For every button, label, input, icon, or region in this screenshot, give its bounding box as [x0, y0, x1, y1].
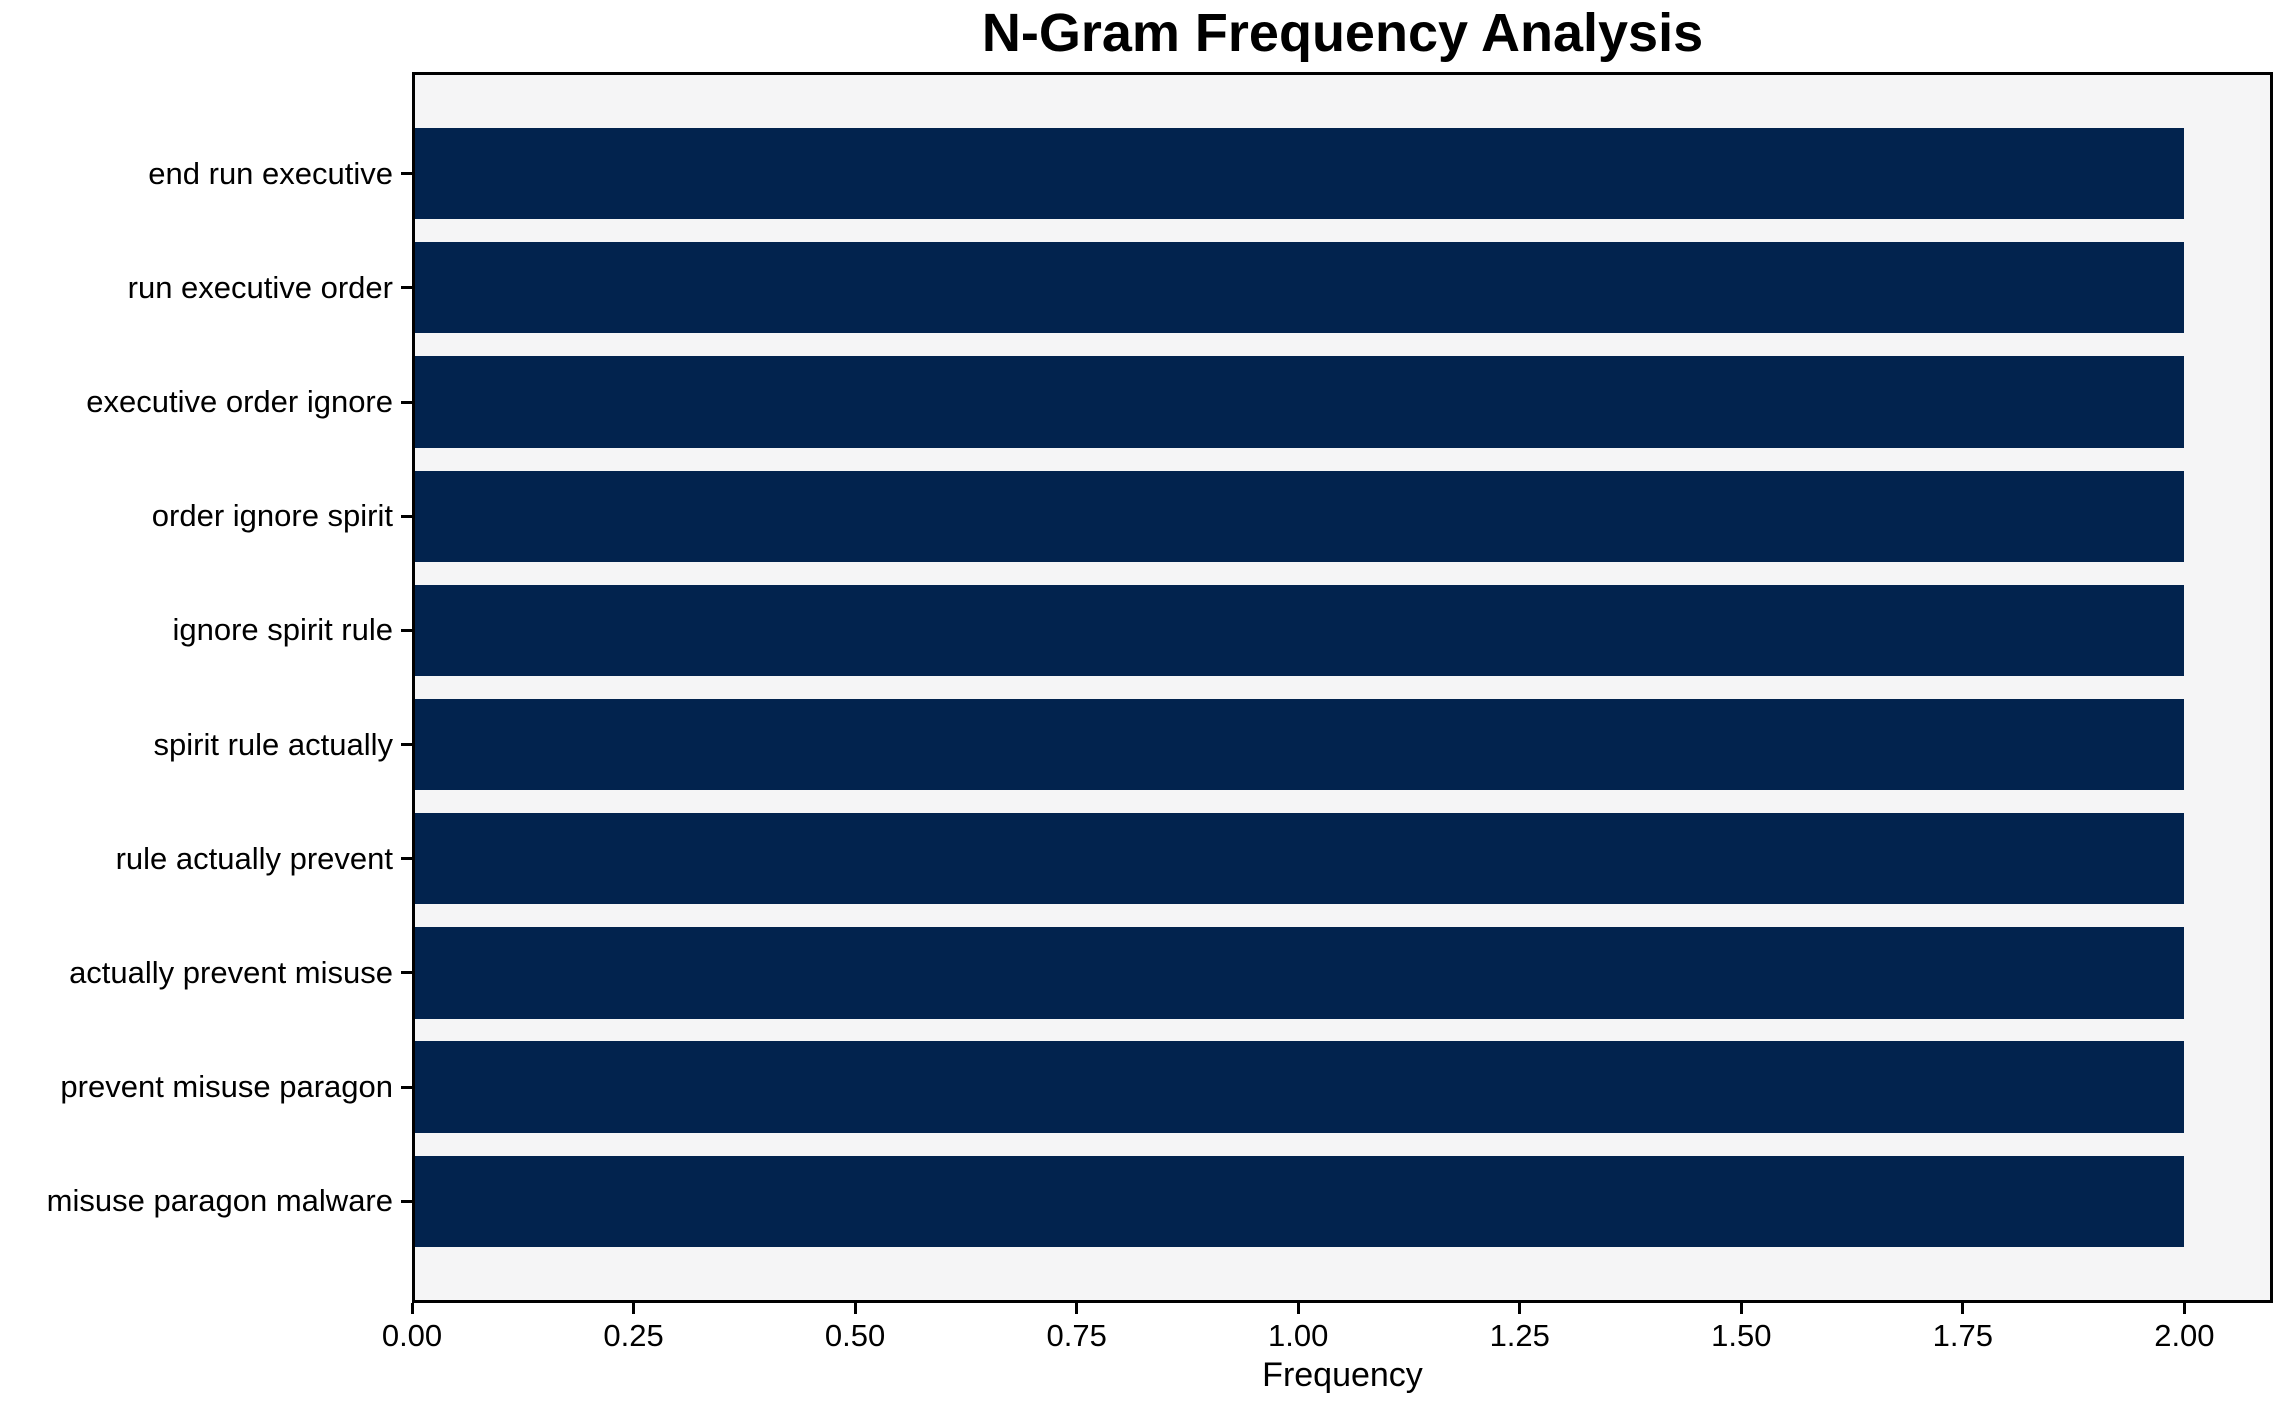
x-tick-mark: [2182, 1303, 2186, 1314]
x-tick-mark: [410, 1303, 414, 1314]
y-tick-mark: [401, 1199, 412, 1203]
x-tick-mark: [1296, 1303, 1300, 1314]
chart-title: N-Gram Frequency Analysis: [981, 3, 1704, 63]
chart-bar: [412, 356, 2185, 448]
y-tick-mark: [401, 286, 412, 290]
y-tick-label: ignore spirit rule: [172, 612, 393, 648]
x-tick-label: 1.50: [1711, 1318, 1772, 1353]
x-tick-label: 0.75: [1046, 1318, 1107, 1353]
x-axis-label: Frequency: [1262, 1356, 1423, 1394]
x-tick-label: 1.00: [1268, 1318, 1329, 1353]
x-tick-label: 0.25: [603, 1318, 664, 1353]
chart-bar: [412, 1155, 2185, 1248]
y-tick-mark: [401, 743, 412, 747]
x-tick-label: 0.00: [381, 1318, 443, 1353]
y-tick-label: order ignore spirit: [151, 498, 393, 534]
chart-bar: [412, 1041, 2185, 1133]
y-tick-label: prevent misuse paragon: [60, 1069, 393, 1105]
x-tick-mark: [1518, 1303, 1522, 1314]
chart-bar: [412, 584, 2185, 677]
y-tick-label: end run executive: [148, 155, 393, 191]
chart-bar: [412, 470, 2185, 562]
y-tick-mark: [401, 1085, 412, 1089]
x-tick-mark: [1961, 1303, 1965, 1314]
y-tick-label: run executive order: [127, 269, 393, 305]
chart-bar: [412, 813, 2185, 905]
y-tick-label: spirit rule actually: [153, 726, 393, 762]
x-tick-mark: [1739, 1303, 1743, 1314]
y-tick-mark: [401, 172, 412, 176]
y-tick-mark: [401, 400, 412, 404]
x-tick-label: 1.25: [1489, 1318, 1550, 1353]
y-tick-mark: [401, 857, 412, 861]
chart-bar: [412, 927, 2185, 1019]
x-tick-mark: [853, 1303, 857, 1314]
y-tick-mark: [401, 971, 412, 975]
chart-bar: [412, 242, 2185, 334]
y-tick-label: misuse paragon malware: [46, 1183, 393, 1219]
y-tick-label: rule actually prevent: [115, 840, 393, 876]
x-tick-label: 1.75: [1932, 1318, 1993, 1353]
x-tick-label: 2.00: [2154, 1318, 2215, 1353]
y-tick-label: executive order ignore: [86, 384, 393, 420]
y-tick-mark: [401, 514, 412, 518]
chart-bar: [412, 698, 2185, 791]
chart-bar: [412, 127, 2185, 220]
y-tick-mark: [401, 628, 412, 632]
x-tick-mark: [1075, 1303, 1079, 1314]
x-tick-label: 0.50: [824, 1318, 886, 1353]
y-tick-label: actually prevent misuse: [69, 954, 393, 990]
x-tick-mark: [632, 1303, 636, 1314]
